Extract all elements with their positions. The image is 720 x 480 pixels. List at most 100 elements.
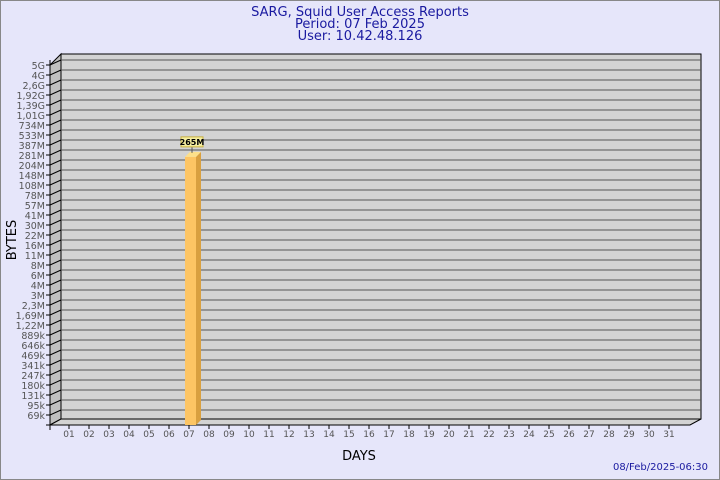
bar-top bbox=[185, 151, 201, 157]
y-tick-slant bbox=[49, 359, 62, 366]
x-tick-label: 18 bbox=[403, 430, 415, 440]
y-tick-label: 247k bbox=[21, 371, 45, 382]
x-tick-label: 13 bbox=[303, 430, 314, 440]
y-tick-label: 69k bbox=[27, 411, 45, 422]
y-tick-label: 16M bbox=[25, 241, 45, 252]
y-tick-label: 2,6G bbox=[23, 81, 45, 92]
y-tick-slant bbox=[49, 279, 62, 286]
x-tick-label: 12 bbox=[283, 430, 294, 440]
y-tick-label: 57M bbox=[25, 201, 45, 212]
y-tick-slant bbox=[49, 119, 62, 126]
y-tick-slant bbox=[49, 239, 62, 246]
y-tick-slant bbox=[49, 389, 62, 396]
y-tick-label: 6M bbox=[31, 271, 45, 282]
x-tick-label: 29 bbox=[623, 430, 635, 440]
y-tick-slant bbox=[49, 369, 62, 376]
x-tick-label: 28 bbox=[603, 430, 615, 440]
y-tick-slant bbox=[49, 309, 62, 316]
y-tick-slant bbox=[49, 169, 62, 176]
y-tick-slant bbox=[49, 69, 62, 76]
y-tick-label: 889k bbox=[21, 331, 45, 342]
y-tick-slant bbox=[49, 339, 62, 346]
y-tick-label: 11M bbox=[25, 251, 45, 262]
y-tick-slant bbox=[49, 199, 62, 206]
y-tick-label: 148M bbox=[19, 171, 45, 182]
x-tick-label: 27 bbox=[583, 430, 594, 440]
x-tick-label: 06 bbox=[163, 430, 175, 440]
y-tick-slant bbox=[49, 329, 62, 336]
y-tick-label: 646k bbox=[21, 341, 45, 352]
x-axis-label: DAYS bbox=[342, 449, 376, 464]
chart-title: SARG, Squid User Access Reports bbox=[251, 5, 469, 20]
y-tick-slant bbox=[49, 379, 62, 386]
y-tick-slant bbox=[49, 249, 62, 256]
x-tick-label: 30 bbox=[643, 430, 655, 440]
y-tick-slant bbox=[49, 399, 62, 406]
footer-timestamp: 08/Feb/2025-06:30 bbox=[613, 462, 708, 473]
left-wall bbox=[49, 52, 62, 426]
x-tick-label: 22 bbox=[483, 430, 494, 440]
chart-subtitle-period: Period: 07 Feb 2025 bbox=[295, 17, 425, 32]
y-tick-slant bbox=[49, 229, 62, 236]
floor bbox=[49, 418, 702, 426]
y-tick-slant bbox=[49, 129, 62, 136]
x-tick-label: 17 bbox=[383, 430, 394, 440]
x-tick-label: 11 bbox=[263, 430, 274, 440]
y-tick-slant bbox=[49, 349, 62, 356]
y-tick-label: 95k bbox=[27, 401, 45, 412]
x-tick-label: 21 bbox=[463, 430, 474, 440]
plot-area: 5G4G2,6G1,92G1,39G1,01G734M533M387M281M2… bbox=[16, 52, 702, 440]
y-tick-label: 78M bbox=[25, 191, 45, 202]
y-tick-slant bbox=[49, 219, 62, 226]
y-tick-label: 3M bbox=[31, 291, 45, 302]
x-tick-label: 19 bbox=[423, 430, 435, 440]
y-tick-slant bbox=[49, 409, 62, 416]
y-tick-slant bbox=[49, 99, 62, 106]
y-tick-label: 131k bbox=[21, 391, 45, 402]
x-tick-label: 20 bbox=[443, 430, 455, 440]
bar-label: 265M bbox=[180, 138, 205, 147]
y-tick-label: 341k bbox=[21, 361, 45, 372]
y-tick-label: 2,3M bbox=[22, 301, 45, 312]
x-tick-label: 07 bbox=[183, 430, 194, 440]
x-tick-label: 05 bbox=[143, 430, 154, 440]
bar-side bbox=[196, 151, 201, 425]
y-tick-label: 1,39G bbox=[16, 101, 45, 112]
x-tick-label: 08 bbox=[203, 430, 215, 440]
y-tick-label: 108M bbox=[19, 181, 45, 192]
y-tick-label: 8M bbox=[31, 261, 45, 272]
x-tick-label: 24 bbox=[523, 430, 535, 440]
y-tick-label: 469k bbox=[21, 351, 45, 362]
y-tick-slant bbox=[49, 79, 62, 86]
x-tick-label: 04 bbox=[123, 430, 135, 440]
y-tick-slant bbox=[49, 299, 62, 306]
y-tick-label: 1,69M bbox=[16, 311, 45, 322]
y-tick-slant bbox=[49, 109, 62, 116]
y-tick-slant bbox=[49, 179, 62, 186]
y-tick-slant bbox=[49, 209, 62, 216]
y-tick-slant bbox=[49, 289, 62, 296]
y-tick-label: 5G bbox=[32, 61, 45, 72]
y-tick-label: 22M bbox=[25, 231, 45, 242]
x-tick-label: 09 bbox=[223, 430, 235, 440]
y-tick-slant bbox=[49, 189, 62, 196]
y-tick-label: 1,01G bbox=[16, 111, 45, 122]
y-tick-slant bbox=[49, 59, 62, 66]
y-tick-label: 387M bbox=[19, 141, 45, 152]
y-tick-slant bbox=[49, 269, 62, 276]
bar-label-box bbox=[180, 136, 204, 148]
chart-subtitle-user: User: 10.42.48.126 bbox=[298, 29, 423, 44]
x-tick-label: 15 bbox=[343, 430, 354, 440]
y-tick-label: 734M bbox=[19, 121, 45, 132]
y-tick-label: 533M bbox=[19, 131, 45, 142]
y-tick-label: 1,92G bbox=[16, 91, 45, 102]
y-tick-label: 4G bbox=[32, 71, 45, 82]
y-tick-slant bbox=[49, 89, 62, 96]
y-tick-slant bbox=[49, 159, 62, 166]
y-tick-label: 1,22M bbox=[16, 321, 45, 332]
x-tick-label: 26 bbox=[563, 430, 575, 440]
x-tick-label: 10 bbox=[243, 430, 255, 440]
x-tick-label: 25 bbox=[543, 430, 554, 440]
x-tick-label: 16 bbox=[363, 430, 375, 440]
